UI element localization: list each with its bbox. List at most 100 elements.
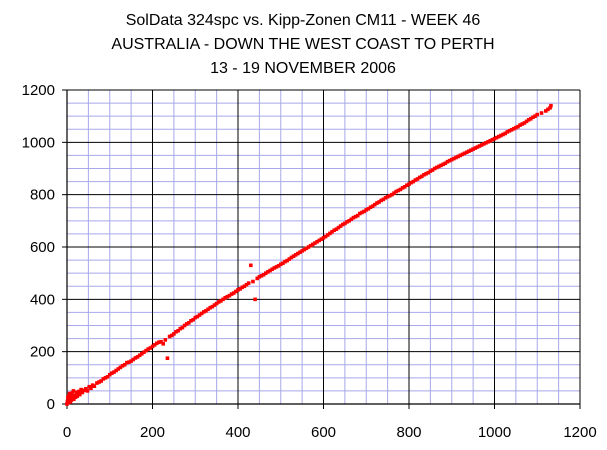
data-point	[242, 284, 247, 289]
data-point	[302, 247, 307, 252]
data-point	[163, 338, 168, 342]
data-point	[131, 357, 136, 362]
data-point	[385, 194, 390, 199]
x-tick-label: 1000	[478, 424, 511, 441]
data-point	[289, 255, 294, 260]
data-point	[449, 157, 454, 162]
data-point	[475, 145, 480, 149]
data-point	[202, 310, 206, 314]
data-point	[417, 175, 422, 180]
data-point	[99, 379, 103, 383]
data-point	[176, 328, 180, 333]
data-point	[255, 276, 260, 281]
data-point	[373, 202, 377, 207]
data-point	[522, 121, 527, 125]
data-point	[70, 391, 74, 395]
data-point	[71, 389, 76, 393]
data-point	[154, 341, 159, 346]
data-point	[336, 225, 341, 230]
y-tick-label: 1000	[22, 134, 55, 151]
data-point	[266, 270, 270, 274]
data-point	[407, 182, 411, 186]
data-point	[122, 362, 127, 367]
data-point	[152, 343, 157, 347]
x-tick-label: 400	[225, 424, 250, 441]
data-point	[477, 144, 482, 148]
data-point	[488, 138, 493, 143]
data-point	[394, 189, 398, 194]
data-point	[422, 172, 426, 177]
data-point	[165, 356, 170, 361]
data-point	[268, 268, 272, 273]
major-grid	[66, 89, 581, 405]
data-point	[68, 400, 73, 404]
data-point	[505, 130, 510, 134]
data-point	[531, 115, 535, 120]
data-point	[221, 297, 225, 302]
data-point	[259, 273, 264, 278]
data-point	[526, 118, 531, 122]
data-point	[486, 140, 490, 144]
data-point	[441, 162, 445, 167]
data-point	[420, 174, 424, 179]
data-point	[276, 264, 281, 268]
data-point	[529, 116, 533, 121]
data-point	[439, 163, 443, 168]
data-point	[189, 318, 193, 323]
data-point	[193, 315, 198, 320]
data-point	[349, 217, 354, 222]
data-point	[101, 377, 106, 381]
data-point	[187, 321, 191, 325]
data-point	[358, 211, 362, 216]
data-point	[157, 340, 161, 345]
data-point	[347, 219, 351, 223]
data-point	[325, 233, 330, 237]
data-point	[159, 339, 163, 344]
data-point	[95, 381, 99, 385]
data-point	[127, 360, 131, 364]
data-point	[140, 351, 144, 356]
data-point	[387, 193, 392, 198]
data-point	[379, 198, 384, 203]
data-point	[306, 245, 311, 249]
data-point	[518, 123, 522, 127]
data-point	[214, 301, 219, 306]
data-point	[308, 243, 313, 248]
data-point	[490, 137, 495, 142]
y-tick-label: 400	[30, 291, 55, 308]
data-point	[223, 295, 227, 300]
data-point	[383, 196, 388, 200]
data-point	[381, 197, 386, 202]
data-point	[244, 282, 249, 287]
chart-title-line-2: AUSTRALIA - DOWN THE WEST COAST TO PERTH	[111, 36, 494, 53]
data-point	[496, 134, 501, 139]
data-point	[234, 289, 238, 294]
data-point	[84, 387, 88, 391]
data-point	[178, 326, 183, 331]
data-point	[533, 114, 537, 118]
data-point	[415, 177, 420, 181]
data-point	[225, 294, 230, 299]
data-point	[546, 107, 550, 112]
data-point	[334, 227, 339, 232]
data-point	[238, 287, 242, 291]
data-point	[400, 186, 405, 190]
data-point	[323, 234, 328, 239]
data-point	[85, 389, 90, 393]
data-point	[311, 242, 315, 247]
data-point	[80, 390, 85, 395]
data-point	[402, 185, 407, 189]
data-point	[287, 257, 292, 261]
data-point	[428, 169, 433, 173]
data-point	[133, 356, 138, 360]
data-point	[360, 210, 364, 215]
data-point	[484, 141, 488, 145]
data-point	[405, 183, 409, 188]
data-point	[469, 148, 473, 152]
data-point	[257, 275, 262, 279]
data-point	[492, 136, 497, 141]
data-point	[72, 397, 76, 402]
data-point	[199, 311, 204, 316]
data-point	[351, 215, 356, 220]
